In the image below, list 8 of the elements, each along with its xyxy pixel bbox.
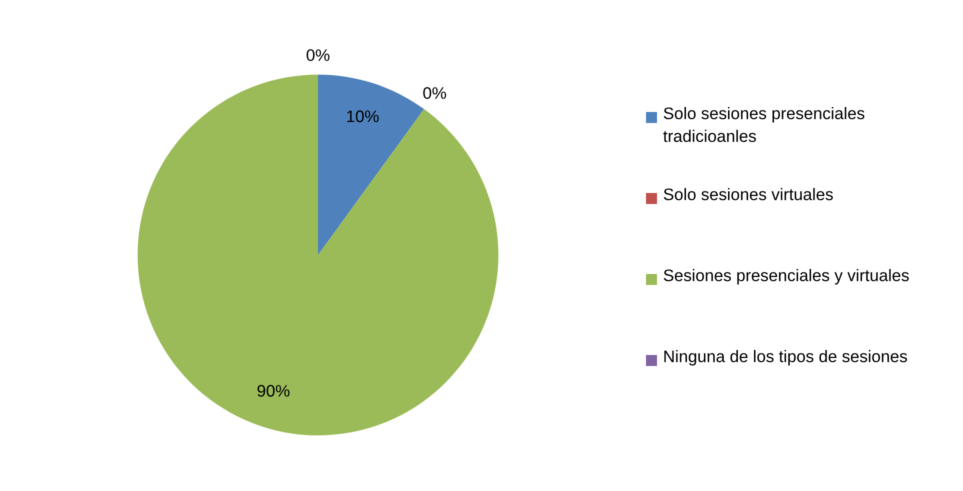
data-label: 90% [258,384,290,397]
legend-label: Solo sesiones virtuales [664,188,833,200]
legend-label: Ninguna de los tipos de sesiones [664,350,908,366]
legend-label: Solo sesiones presenciales tradicioanles [663,107,864,142]
legend-label: Sesiones presenciales y virtuales [664,269,909,285]
data-label: 10% [347,110,379,122]
text: 0% [423,87,446,99]
text: 0% [306,49,330,62]
